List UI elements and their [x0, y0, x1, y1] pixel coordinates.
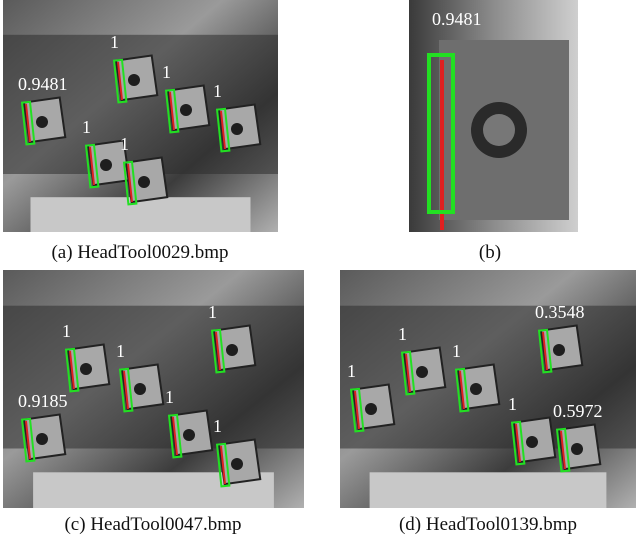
score-label: 0.9481: [18, 74, 68, 94]
screw: [36, 116, 48, 128]
score-label: 0.9481: [432, 9, 482, 29]
screw: [365, 403, 377, 415]
score-label: 1: [208, 302, 217, 322]
score-label: 1: [165, 387, 174, 407]
score-label: 1: [116, 341, 125, 361]
panel: 1 0.9481 1 1 1 1 (a) HeadTool0029.bmp: [3, 0, 278, 263]
score-label: 1: [398, 324, 407, 344]
photo: [3, 270, 304, 508]
shaft: [370, 472, 607, 508]
score-label: 1: [508, 394, 517, 414]
panel: 0.9481 (b): [409, 0, 578, 263]
screw: [36, 433, 48, 445]
screw: [571, 443, 583, 455]
score-label: 1: [213, 81, 222, 101]
score-label: 0.3548: [535, 302, 585, 322]
score-label: 1: [120, 134, 129, 154]
screw: [80, 363, 92, 375]
score-label: 1: [452, 341, 461, 361]
screw-head: [483, 114, 515, 146]
score-label: 1: [162, 62, 171, 82]
screw: [231, 458, 243, 470]
screw: [416, 366, 428, 378]
score-label: 0.5972: [553, 401, 603, 421]
screw: [100, 159, 112, 171]
photo: [3, 0, 278, 232]
photo: [340, 270, 636, 508]
score-label: 0.9185: [18, 391, 68, 411]
screw: [138, 176, 150, 188]
screw: [180, 104, 192, 116]
caption: (d) HeadTool0139.bmp: [399, 514, 577, 535]
figure: 1 0.9481 1 1 1 1 (a) HeadTool0029.bmp 0.9481 (b)…: [0, 0, 636, 538]
shaft: [31, 197, 251, 232]
screw: [553, 344, 565, 356]
screw: [470, 383, 482, 395]
score-label: 1: [62, 321, 71, 341]
screw: [134, 383, 146, 395]
screw: [226, 344, 238, 356]
caption: (b): [479, 242, 501, 263]
caption: (c) HeadTool0047.bmp: [64, 514, 241, 535]
score-label: 1: [347, 361, 356, 381]
score-label: 1: [213, 416, 222, 436]
screw: [526, 436, 538, 448]
screw: [128, 74, 140, 86]
caption: (a) HeadTool0029.bmp: [51, 242, 228, 263]
score-label: 1: [110, 32, 119, 52]
score-label: 1: [82, 117, 91, 137]
photo: [409, 0, 578, 232]
page: 1 0.9481 1 1 1 1 (a) HeadTool0029.bmp 0.9481 (b)…: [0, 0, 636, 538]
screw: [183, 429, 195, 441]
screw: [231, 123, 243, 135]
panel: 1 1 1 0.9185 1 1 (c) HeadTool0047.bmp: [3, 270, 304, 535]
panel: 1 0.3548 1 1 1 0.5972 (d) HeadTool0139.bmp: [340, 270, 636, 535]
